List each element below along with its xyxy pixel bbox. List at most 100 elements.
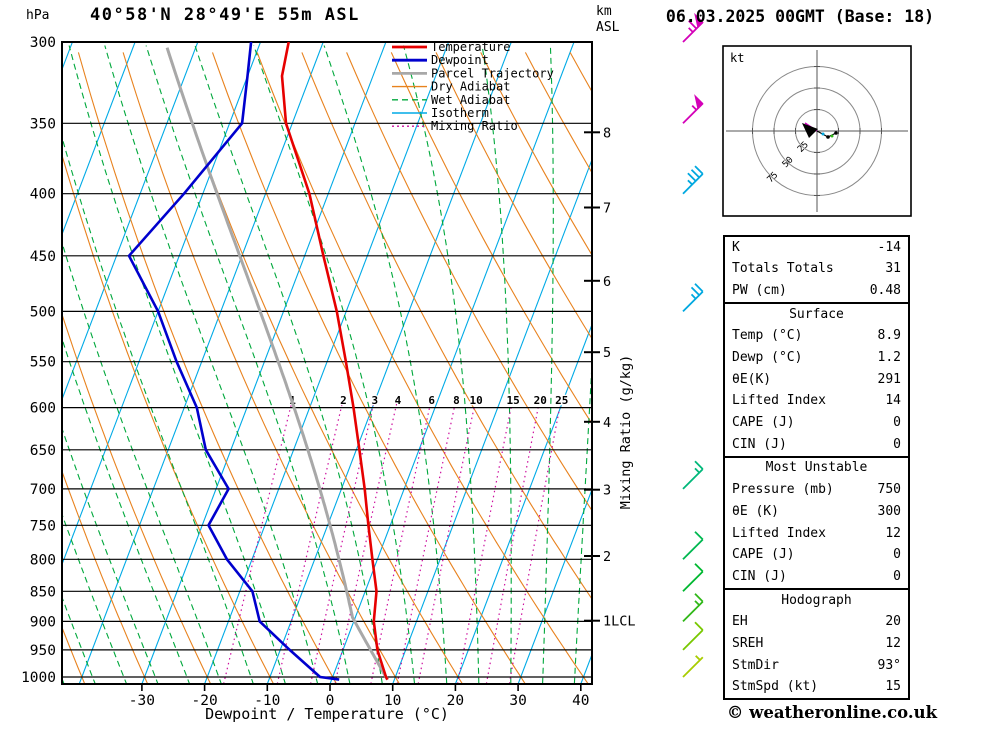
- table-row-label: K: [732, 239, 740, 255]
- copyright-credit: © weatheronline.co.uk: [726, 703, 938, 722]
- legend-label: Mixing Ratio: [431, 119, 518, 133]
- wind-barb-full: [690, 169, 700, 179]
- wet-adiabat-line: [62, 677, 65, 684]
- km-tick-label: 7: [603, 201, 611, 217]
- table-row-value: 31: [885, 261, 901, 277]
- mixing-ratio-label: 15: [507, 394, 520, 407]
- table-row-value: 15: [885, 679, 901, 695]
- dry-adiabat-line: [62, 312, 212, 684]
- wind-barb-half: [690, 293, 697, 300]
- wet-adiabat-line: [145, 45, 351, 684]
- background-isolines: [0, 42, 592, 684]
- isotherm-line: [204, 42, 450, 684]
- hodograph-trace-point: [826, 135, 830, 139]
- hodograph-arrow: [802, 123, 818, 138]
- temp-tick-label: -20: [191, 693, 217, 709]
- table-row-label: StmSpd (kt): [732, 679, 819, 695]
- altitude-axis-unit: km ASL: [596, 4, 619, 36]
- wind-barb-full: [694, 621, 704, 631]
- mixing-ratio-label: 6: [428, 394, 435, 407]
- wind-barb-full: [690, 286, 700, 296]
- legend-label: Dry Adiabat: [431, 80, 510, 94]
- wind-barb: [682, 600, 704, 623]
- wet-adiabat-line: [253, 45, 416, 684]
- wind-barb-full: [694, 460, 704, 470]
- table-row-label: CAPE (J): [732, 547, 795, 563]
- dry-adiabat-line: [62, 469, 149, 684]
- km-tick-label: 3: [603, 483, 611, 499]
- skewt-diagram: 1 2 3 4 6 8 10 15 20 25TemperatureDewpointParcel …: [0, 12, 704, 723]
- temp-tick-label: 20: [447, 693, 464, 709]
- wet-adiabat-line: [323, 45, 448, 684]
- table-row-value: 20: [885, 614, 901, 630]
- table-row: CIN (J) 0: [725, 434, 908, 456]
- pressure-tick-label: 600: [30, 401, 56, 417]
- wind-barb-full: [687, 172, 697, 182]
- temperature-curve: [280, 42, 389, 681]
- dry-adiabat-line: [62, 626, 86, 684]
- table-row-value: 0: [893, 547, 901, 563]
- pressure-unit-label: hPa: [26, 8, 50, 23]
- km-tick-label: 8: [603, 125, 611, 141]
- dry-adiabat-line: [256, 52, 589, 684]
- table-row-value: 0.48: [869, 282, 901, 298]
- mixing-ratio-label: 4: [395, 394, 402, 407]
- dry-adiabat-line: [77, 52, 338, 684]
- wind-barb-full: [694, 165, 704, 175]
- table-row-label: θE(K): [732, 371, 772, 387]
- km-tick-label: 1LCL: [603, 614, 636, 630]
- table-row-value: 93°: [877, 657, 901, 673]
- mixing-ratio-line: [457, 401, 513, 684]
- stats-table: K -14 Totals Totals 31 PW (cm) 0.48 Surface Tem…: [723, 235, 910, 701]
- wind-barb-full: [694, 531, 704, 541]
- dry-adiabat-line: [211, 52, 526, 684]
- wind-barb-full: [688, 20, 698, 30]
- dry-adiabat-line: [435, 52, 592, 340]
- pressure-grid: [61, 41, 593, 685]
- table-row-label: Dewp (°C): [732, 350, 803, 366]
- wind-barb-column: [682, 12, 704, 678]
- pressure-tick-label: 950: [30, 643, 56, 659]
- table-row: Dewp (°C) 1.2: [725, 347, 908, 369]
- isotherm-line: [78, 42, 324, 684]
- mixing-ratio-line: [310, 401, 375, 684]
- temp-tick-label: 40: [572, 693, 589, 709]
- table-row: θE(K) 291: [725, 369, 908, 391]
- wind-barb: [682, 468, 704, 490]
- wind-barb-half: [694, 467, 700, 474]
- mixing-ratio-line: [508, 401, 562, 684]
- wet-adiabat-line: [542, 45, 554, 684]
- table-section-title: Most Unstable: [765, 460, 868, 476]
- table-row-value: 12: [885, 635, 901, 651]
- hodograph-unit-label: kt: [730, 51, 744, 65]
- wind-barb-full: [694, 283, 704, 293]
- dry-adiabat-line: [346, 52, 592, 512]
- table-row: Totals Totals 31: [725, 259, 908, 281]
- isotherm-line: [0, 42, 10, 684]
- table-row: K -14: [725, 237, 908, 259]
- table-section-title: Hodograph: [781, 592, 852, 608]
- table-section-divider: [725, 455, 908, 458]
- wind-barb-half: [687, 179, 693, 186]
- table-row-value: 0: [893, 568, 901, 584]
- table-row-label: CIN (J): [732, 568, 787, 584]
- pressure-tick-label: 450: [30, 249, 56, 265]
- dry-adiabat-line: [62, 153, 275, 684]
- dewpoint-curve: [127, 42, 340, 681]
- dry-adiabat-line: [167, 52, 464, 684]
- table-row-value: 0: [893, 436, 901, 452]
- wet-adiabat-line: [68, 45, 286, 684]
- station-title: 40°58'N 28°49'E 55m ASL: [90, 5, 360, 25]
- run-datetime: 06.03.2025 00GMT (Base: 18): [665, 7, 935, 26]
- pressure-tick-label: 700: [30, 482, 56, 498]
- parcel-trajectory-curve: [165, 47, 389, 681]
- table-row: StmDir 93°: [725, 655, 908, 677]
- table-row-label: Totals Totals: [732, 261, 834, 277]
- temp-axis-title: Dewpoint / Temperature (°C): [205, 705, 449, 723]
- isotherm-line: [62, 42, 136, 236]
- wind-barb-half: [691, 104, 698, 111]
- km-label: km: [596, 4, 612, 19]
- table-row-label: Lifted Index: [732, 525, 826, 541]
